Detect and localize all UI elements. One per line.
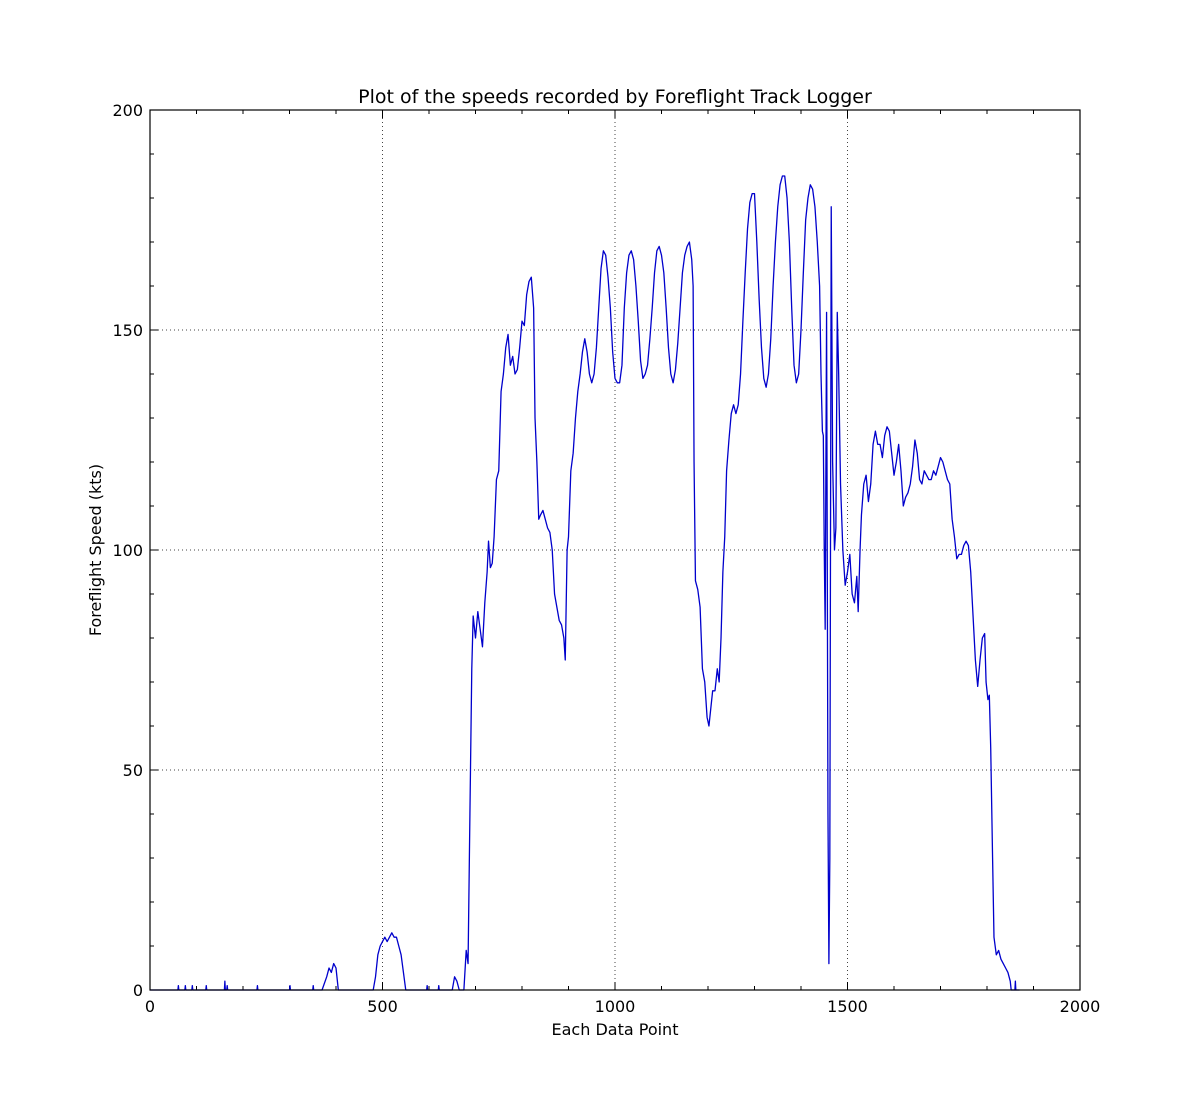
chart-title: Plot of the speeds recorded by Forefligh… [358, 86, 872, 108]
x-tick-label-4: 2000 [1060, 997, 1101, 1016]
y-tick-label-3: 150 [112, 321, 143, 340]
y-axis-label: Foreflight Speed (kts) [86, 464, 105, 636]
plot-frame [149, 109, 1081, 991]
x-tick-label-1: 500 [367, 997, 398, 1016]
x-tick-label-3: 1500 [827, 997, 868, 1016]
x-tick-label-0: 0 [145, 997, 155, 1016]
x-tick-label-2: 1000 [595, 997, 636, 1016]
y-tick-label-1: 50 [123, 761, 143, 780]
grid-lines [150, 110, 1080, 990]
y-tick-label-0: 0 [133, 981, 143, 1000]
x-axis-label: Each Data Point [552, 1020, 679, 1039]
y-tick-label-2: 100 [112, 541, 143, 560]
tick-labels: 0 500 1000 1500 2000 0 50 100 150 200 [112, 101, 1100, 1016]
y-tick-label-4: 200 [112, 101, 143, 120]
